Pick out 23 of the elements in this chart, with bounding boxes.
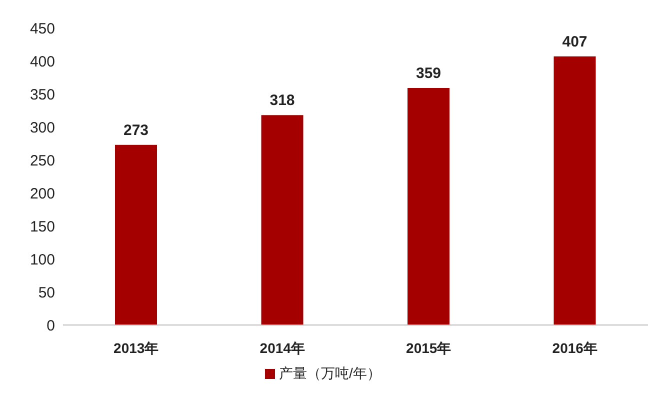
y-tick-label: 50 xyxy=(38,284,55,302)
y-tick-label: 250 xyxy=(30,152,55,170)
y-tick-label: 100 xyxy=(30,251,55,268)
x-tick-label: 2014年 xyxy=(260,340,305,356)
data-label: 407 xyxy=(562,33,588,50)
y-tick-label: 300 xyxy=(30,119,55,136)
y-tick-label: 350 xyxy=(30,86,55,104)
bar xyxy=(261,115,304,325)
y-tick-label: 450 xyxy=(30,20,55,38)
legend-label: 产量（万吨/年） xyxy=(279,365,381,381)
x-tick-label: 2016年 xyxy=(552,340,598,356)
data-label: 359 xyxy=(416,65,442,82)
bar xyxy=(554,56,596,325)
x-tick-label: 2013年 xyxy=(114,340,159,356)
data-label: 318 xyxy=(270,92,295,110)
bar xyxy=(408,88,450,325)
x-tick-label: 2015年 xyxy=(406,340,452,356)
y-tick-label: 150 xyxy=(30,218,55,236)
data-label: 273 xyxy=(123,122,149,139)
bar xyxy=(115,144,157,325)
y-tick-label: 0 xyxy=(46,317,55,334)
y-tick-label: 200 xyxy=(30,185,55,202)
y-tick-label: 400 xyxy=(30,53,55,70)
